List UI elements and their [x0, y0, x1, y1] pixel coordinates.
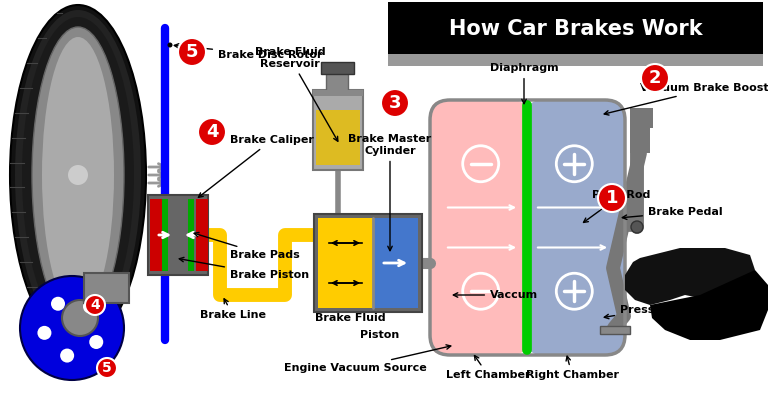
Text: Vaccum: Vaccum: [453, 290, 538, 300]
Text: Brake Disc Rotor: Brake Disc Rotor: [174, 44, 323, 60]
Text: Pressure: Pressure: [604, 305, 675, 319]
Text: How Car Brakes Work: How Car Brakes Work: [449, 19, 702, 39]
Circle shape: [20, 276, 124, 380]
Circle shape: [51, 297, 65, 311]
Text: Brake Master
Cylinder: Brake Master Cylinder: [349, 134, 432, 251]
Text: Brake Pedal: Brake Pedal: [622, 207, 723, 219]
Text: Brake Fluid: Brake Fluid: [315, 313, 386, 323]
Bar: [84, 273, 129, 303]
Text: Brake Piston: Brake Piston: [179, 257, 310, 280]
Bar: [162, 199, 168, 271]
Text: 5: 5: [102, 361, 112, 375]
Text: Brake Caliper: Brake Caliper: [198, 135, 314, 197]
Text: 4: 4: [206, 123, 218, 141]
Text: Left Chamber: Left Chamber: [445, 356, 530, 380]
Ellipse shape: [68, 165, 88, 185]
FancyBboxPatch shape: [527, 100, 624, 355]
Text: Piston: Piston: [360, 330, 399, 340]
Circle shape: [641, 64, 669, 92]
Polygon shape: [625, 248, 755, 305]
Text: 3: 3: [389, 94, 401, 112]
Bar: [318, 218, 373, 308]
Bar: [645, 108, 653, 128]
Polygon shape: [650, 270, 768, 340]
Text: 4: 4: [90, 298, 100, 312]
Circle shape: [97, 358, 117, 378]
FancyBboxPatch shape: [430, 100, 527, 355]
Ellipse shape: [32, 27, 124, 323]
Text: 2: 2: [649, 69, 661, 87]
Circle shape: [38, 326, 51, 340]
Text: 1: 1: [606, 189, 618, 207]
Bar: [314, 214, 422, 312]
Circle shape: [198, 118, 226, 146]
Text: Diaphragm: Diaphragm: [490, 63, 558, 104]
Circle shape: [167, 42, 173, 48]
Ellipse shape: [42, 37, 114, 313]
Bar: [388, 54, 763, 66]
Text: Push Rod: Push Rod: [584, 190, 650, 222]
Bar: [196, 199, 208, 271]
Circle shape: [598, 184, 626, 212]
Bar: [388, 2, 763, 54]
Circle shape: [83, 299, 97, 314]
Bar: [188, 199, 194, 271]
Bar: [373, 218, 418, 308]
Bar: [600, 326, 630, 334]
Circle shape: [60, 349, 74, 363]
Circle shape: [89, 335, 103, 349]
Circle shape: [178, 38, 206, 66]
Circle shape: [85, 295, 105, 315]
Bar: [313, 90, 363, 170]
Ellipse shape: [22, 17, 134, 333]
Text: 5: 5: [186, 43, 198, 61]
Circle shape: [62, 300, 98, 336]
Bar: [630, 108, 650, 153]
Text: Engine Vacuum Source: Engine Vacuum Source: [283, 345, 451, 373]
Circle shape: [381, 89, 409, 117]
Text: Brake Fluid
Reservoir: Brake Fluid Reservoir: [255, 47, 338, 141]
Text: Brake Line: Brake Line: [200, 299, 266, 320]
Bar: [313, 90, 363, 96]
Text: Brake Pads: Brake Pads: [194, 232, 300, 260]
Bar: [148, 195, 208, 275]
Text: Vacuum Brake Booster: Vacuum Brake Booster: [604, 83, 768, 115]
Text: Right Chamber: Right Chamber: [525, 356, 618, 380]
Bar: [326, 70, 348, 92]
Bar: [316, 110, 360, 165]
Bar: [150, 199, 162, 271]
Ellipse shape: [15, 10, 141, 340]
Bar: [525, 105, 529, 350]
Bar: [321, 62, 354, 74]
Ellipse shape: [10, 5, 146, 345]
Circle shape: [631, 221, 643, 233]
